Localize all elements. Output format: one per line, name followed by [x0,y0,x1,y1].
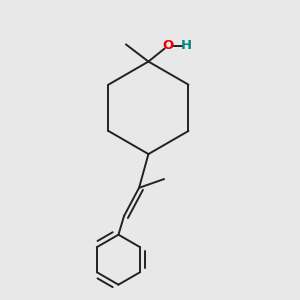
Text: O: O [162,39,173,52]
Text: H: H [180,39,191,52]
